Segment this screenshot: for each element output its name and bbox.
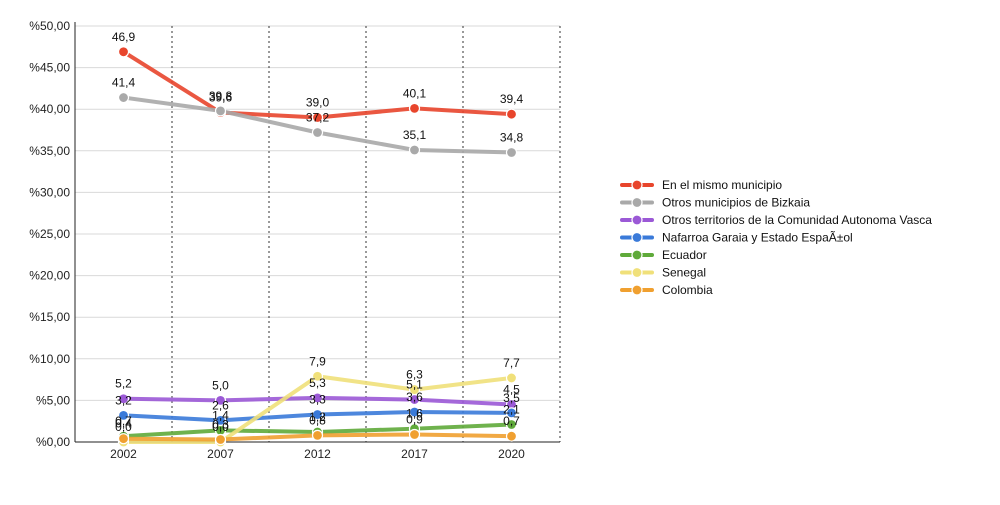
y-tick-label: %20,00 — [29, 269, 70, 283]
data-point — [505, 146, 518, 159]
data-point — [505, 430, 518, 442]
data-point — [311, 429, 324, 441]
data-point — [311, 392, 324, 404]
data-label: 0,0 — [212, 420, 229, 434]
x-tick-label: 2012 — [304, 447, 331, 461]
data-point — [214, 394, 227, 406]
data-point — [408, 428, 421, 441]
x-tick-label: 2007 — [207, 447, 234, 461]
data-label: 39,0 — [306, 96, 330, 110]
data-label: 37,2 — [306, 110, 330, 124]
data-label: 0,0 — [115, 420, 132, 434]
data-label: 3,2 — [115, 393, 132, 407]
data-label: 2,1 — [503, 403, 520, 417]
legend-swatch-marker — [631, 284, 643, 296]
legend-swatch-marker — [631, 179, 643, 191]
legend-swatch-marker — [631, 196, 643, 209]
legend-swatch-marker — [631, 231, 643, 244]
data-label: 1,6 — [406, 407, 423, 421]
data-label: 3,6 — [406, 390, 423, 404]
data-label: 0,7 — [115, 414, 132, 428]
x-tick-label: 2017 — [401, 447, 428, 461]
data-label: 34,8 — [500, 130, 524, 144]
legend-label: Senegal — [662, 266, 706, 280]
y-tick-label: %45,00 — [29, 61, 70, 75]
data-point — [408, 102, 421, 114]
data-point — [505, 418, 518, 431]
data-label: 40,1 — [403, 86, 427, 100]
data-label: 5,2 — [115, 377, 132, 391]
data-point — [408, 144, 421, 156]
data-point — [214, 433, 227, 446]
data-label: 1,4 — [212, 408, 229, 422]
data-label: 0,4 — [115, 417, 132, 431]
y-tick-label: %0,00 — [36, 435, 70, 449]
legend-label: Ecuador — [662, 248, 707, 262]
data-label: 0,9 — [406, 413, 423, 427]
data-label: 7,7 — [503, 356, 520, 370]
data-label: 0,7 — [503, 414, 520, 428]
data-point — [117, 393, 130, 405]
data-point — [311, 126, 324, 139]
legend-label: Otros municipios de Bizkaia — [662, 196, 810, 210]
y-tick-label: %25,00 — [29, 227, 70, 241]
data-point — [214, 105, 227, 117]
legend-label: En el mismo municipio — [662, 178, 782, 192]
data-label: 39,4 — [500, 92, 524, 106]
y-tick-label: %30,00 — [29, 185, 70, 199]
data-point — [311, 370, 324, 382]
data-label: 0,8 — [309, 413, 326, 427]
data-point — [408, 383, 421, 396]
data-label: 3,5 — [503, 391, 520, 405]
data-point — [117, 433, 130, 445]
data-label: 7,9 — [309, 354, 326, 368]
data-label: 4,5 — [503, 383, 520, 397]
data-label: 5,1 — [406, 378, 423, 392]
legend-swatch-marker — [631, 266, 643, 279]
legend-label: Colombia — [662, 283, 713, 297]
data-label: 41,4 — [112, 76, 136, 90]
legend-label: Otros territorios de la Comunidad Autono… — [662, 213, 932, 227]
y-tick-label: %40,00 — [29, 102, 70, 116]
legend-swatch-marker — [631, 249, 643, 261]
data-point — [311, 408, 324, 421]
data-point — [117, 409, 130, 421]
legend-swatch-marker — [631, 214, 643, 226]
y-tick-label: %35,00 — [29, 144, 70, 158]
y-tick-label: %15,00 — [29, 310, 70, 324]
data-point — [505, 407, 518, 419]
y-tick-label: %10,00 — [29, 352, 70, 366]
data-label: 5,3 — [309, 376, 326, 390]
data-point — [408, 406, 421, 418]
x-tick-label: 2020 — [498, 447, 525, 461]
data-label: 6,3 — [406, 368, 423, 382]
x-tick-label: 2002 — [110, 447, 137, 461]
data-label: 2,6 — [212, 398, 229, 412]
data-point — [311, 111, 324, 124]
data-label: 46,9 — [112, 30, 136, 44]
data-label: 3,3 — [309, 393, 326, 407]
data-label: 0,3 — [212, 418, 229, 432]
legend-label: Nafarroa Garaia y Estado EspaÃ±ol — [662, 231, 853, 245]
data-label: 39,8 — [209, 89, 233, 103]
y-tick-label: %5,00 — [36, 393, 70, 407]
data-point — [117, 91, 130, 104]
data-label: 1,2 — [309, 410, 326, 424]
data-point — [505, 372, 518, 384]
data-label: 35,1 — [403, 128, 427, 142]
y-tick-label: %50,00 — [29, 19, 70, 33]
data-label: 39,6 — [209, 91, 233, 105]
data-point — [117, 46, 130, 58]
data-label: 5,0 — [212, 378, 229, 392]
data-point — [505, 108, 518, 120]
